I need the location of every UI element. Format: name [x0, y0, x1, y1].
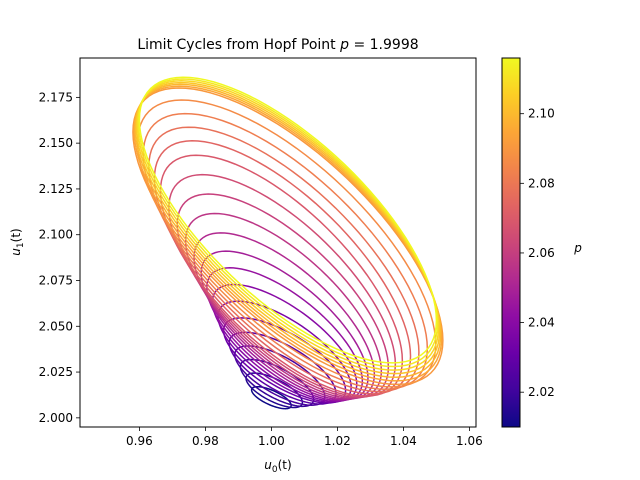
x-tick-label: 1.00 — [258, 434, 285, 448]
colorbar-tick-label: 2.04 — [528, 316, 555, 330]
colorbar-tick-label: 2.10 — [528, 107, 555, 121]
limit-cycle — [234, 345, 326, 406]
y-tick-label: 2.175 — [39, 90, 73, 104]
limit-cycle — [132, 87, 444, 386]
limit-cycle — [222, 317, 347, 404]
x-axis-label: u0(t) — [264, 458, 291, 475]
y-axis-label: u1(t) — [9, 228, 26, 255]
limit-cycle — [133, 85, 443, 382]
limit-cycle — [250, 385, 292, 410]
colorbar-tick-label: 2.06 — [528, 246, 555, 260]
limit-cycle — [135, 81, 441, 375]
limit-cycle — [136, 80, 440, 371]
y-tick-label: 2.075 — [39, 273, 73, 287]
colorbar-frame — [501, 57, 521, 428]
colorbar-ticks: 2.02 2.04 2.06 2.08 2.10 — [520, 107, 555, 399]
y-tick-label: 2.100 — [39, 228, 73, 242]
x-tick-label: 1.04 — [390, 434, 417, 448]
limit-cycle — [184, 212, 383, 400]
x-tick-label: 0.98 — [192, 434, 219, 448]
colorbar — [502, 58, 520, 427]
limit-cycle — [134, 83, 442, 378]
y-tick-label: 2.000 — [39, 411, 73, 425]
x-tick-label: 0.96 — [126, 434, 153, 448]
chart-title: Limit Cycles from Hopf Point p = 1.9998 — [137, 37, 418, 53]
y-tick-label: 2.125 — [39, 182, 73, 196]
y-tick-label: 2.150 — [39, 136, 73, 150]
limit-cycle — [137, 78, 439, 368]
y-tick-label: 2.025 — [39, 365, 73, 379]
x-axis-ticks: 0.96 0.98 1.00 1.02 1.04 1.06 — [126, 427, 483, 448]
limit-cycle-curves — [132, 76, 444, 410]
colorbar-tick-label: 2.08 — [528, 176, 555, 190]
x-tick-label: 1.06 — [456, 434, 483, 448]
x-tick-label: 1.02 — [324, 434, 351, 448]
y-tick-label: 2.050 — [39, 319, 73, 333]
colorbar-label: p — [573, 241, 582, 255]
colorbar-tick-label: 2.02 — [528, 385, 555, 399]
limit-cycle — [138, 76, 438, 364]
plot-frame — [79, 57, 477, 428]
y-axis-ticks: 2.000 2.025 2.050 2.075 2.100 2.125 2.150 2.175 — [39, 90, 80, 425]
